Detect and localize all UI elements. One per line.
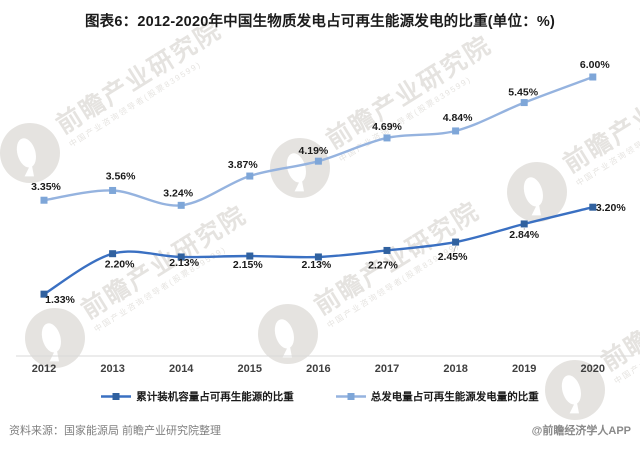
data-label: 3.56% xyxy=(106,170,136,182)
data-point-marker xyxy=(109,186,117,194)
data-label: 4.84% xyxy=(443,112,473,124)
data-label: 4.19% xyxy=(299,145,329,157)
data-point-marker xyxy=(177,253,185,261)
label-leader-line xyxy=(453,245,456,253)
data-label: 2.20% xyxy=(105,259,135,271)
data-label: 4.69% xyxy=(372,121,402,133)
data-point-marker xyxy=(383,134,391,142)
data-point-marker xyxy=(452,127,460,135)
legend-label-generation: 总发电量占可再生能源发电量的比重 xyxy=(370,391,539,403)
data-point-marker xyxy=(520,99,528,107)
legend-line-marker-icon xyxy=(335,393,366,400)
data-point-marker xyxy=(520,220,528,228)
chart-title: 图表6：2012-2020年中国生物质发电占可再生能源发电的比重(单位：%) xyxy=(84,14,556,30)
data-label: 1.33% xyxy=(45,294,75,306)
line-chart-canvas: 2012 2013 2014 2015 2016 2017 2018 2019 2020 1.33… xyxy=(16,59,632,375)
legend-label-installed-capacity: 累计装机容量占可再生能源的比重 xyxy=(136,391,294,403)
series-line xyxy=(42,206,594,296)
legend-item-generation: 总发电量占可再生能源发电量的比重 xyxy=(335,389,539,404)
data-point-marker xyxy=(177,201,185,209)
data-label: 3.87% xyxy=(228,159,258,171)
data-point-marker xyxy=(246,172,254,180)
data-point-marker xyxy=(314,253,322,261)
x-axis-label: 2017 xyxy=(375,363,399,375)
data-point-marker xyxy=(452,238,460,246)
x-axis-label: 2015 xyxy=(238,363,262,375)
x-axis-label: 2018 xyxy=(443,363,467,375)
legend: 累计装机容量占可再生能源的比重 总发电量占可再生能源发电量的比重 xyxy=(0,389,640,404)
data-point-marker xyxy=(589,73,597,81)
x-axis-label: 2012 xyxy=(32,363,56,375)
data-label: 6.00% xyxy=(580,59,610,71)
source-note: 资料来源：国家能源局 前瞻产业研究院整理 xyxy=(9,425,222,437)
legend-item-installed-capacity: 累计装机容量占可再生能源的比重 xyxy=(101,389,294,404)
data-label: 3.35% xyxy=(31,181,61,193)
x-axis-label: 2016 xyxy=(306,363,330,375)
data-label: 2.13% xyxy=(169,257,199,269)
x-axis-label: 2014 xyxy=(169,363,194,375)
data-point-marker xyxy=(246,252,254,260)
data-label: 2.45% xyxy=(438,251,468,263)
credit-note: @前瞻经济学人APP xyxy=(531,425,631,437)
data-point-marker xyxy=(383,246,391,254)
data-point-marker xyxy=(40,196,48,204)
x-axis-label: 2019 xyxy=(512,363,536,375)
data-label: 3.24% xyxy=(163,187,193,199)
data-point-marker xyxy=(40,290,48,298)
legend-line-marker-icon xyxy=(101,393,132,400)
data-point-marker xyxy=(589,203,597,211)
data-label: 5.45% xyxy=(508,87,538,99)
x-axis-label: 2013 xyxy=(100,363,124,375)
footer: 资料来源：国家能源局 前瞻产业研究院整理 @前瞻经济学人APP xyxy=(0,422,640,438)
data-label: 2.15% xyxy=(233,259,263,271)
data-label: 2.84% xyxy=(509,229,539,241)
data-label: 3.20% xyxy=(596,202,626,214)
data-label: 2.27% xyxy=(368,259,398,271)
data-point-marker xyxy=(314,157,322,165)
x-axis-label: 2020 xyxy=(581,363,605,375)
data-label: 2.13% xyxy=(302,259,332,271)
data-point-marker xyxy=(109,250,117,258)
